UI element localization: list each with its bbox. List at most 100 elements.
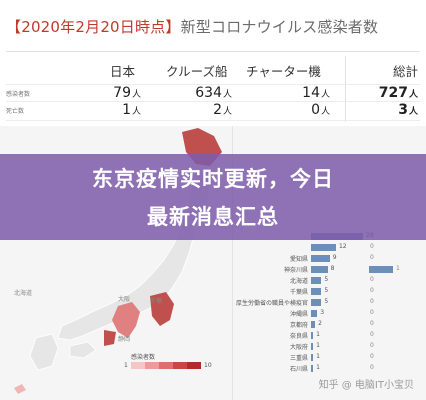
legend-swatch — [187, 362, 201, 369]
row-label-deaths: 死亡数 — [6, 108, 25, 115]
bar — [311, 299, 322, 306]
cell-value: 3 — [398, 102, 408, 118]
cell-japan-cases: 79人 — [113, 85, 141, 101]
cell-japan-deaths: 1人 — [122, 102, 141, 118]
row-line — [6, 120, 420, 121]
bar-label: 三重県 — [289, 355, 308, 362]
watermark: 知乎 @ 电脑IT小宝贝 — [318, 380, 414, 391]
column-header-cruise: クルーズ船 — [166, 64, 228, 79]
cell-value: 727 — [378, 85, 408, 101]
kanto-region — [150, 292, 174, 326]
legend-swatch — [159, 362, 173, 369]
bar-value: 1 — [316, 364, 320, 371]
cell-value: 0 — [311, 102, 320, 118]
bar-value: 8 — [330, 265, 335, 272]
bar-label: 愛知県 — [289, 256, 308, 263]
header: 【2020年2月20日時点】新型コロナウイルス感染者数 — [0, 0, 426, 52]
row-line — [6, 101, 420, 102]
bar-label: 奈良県 — [289, 333, 308, 340]
unit-label: 人 — [222, 90, 232, 100]
cell-value: 14 — [302, 85, 320, 101]
unit-label: 人 — [131, 107, 141, 117]
cell-total-deaths: 3人 — [398, 102, 418, 118]
bar-value: 1 — [316, 342, 320, 349]
bar-secondary-value: 0 — [370, 320, 374, 327]
cell-value: 79 — [113, 85, 131, 101]
kinki-region — [112, 302, 140, 338]
unit-label: 人 — [408, 107, 418, 117]
column-header-japan: 日本 — [110, 64, 136, 79]
kyushu-region — [29, 333, 59, 371]
bar-secondary-value: 0 — [370, 309, 374, 316]
bar-label: 大阪府 — [289, 344, 308, 351]
legend-swatch — [145, 362, 159, 369]
page-title: 【2020年2月20日時点】新型コロナウイルス感染者数 — [6, 16, 378, 37]
row-line — [6, 84, 420, 85]
osaka-region — [104, 330, 116, 346]
map-label-chiba: 千葉 — [150, 298, 163, 305]
bar — [311, 266, 328, 273]
bar — [311, 255, 330, 262]
bar-secondary-value: 0 — [370, 287, 374, 294]
bar-label: 神奈川県 — [283, 267, 308, 274]
cell-total-cases: 727人 — [379, 85, 418, 101]
legend-max: 10 — [204, 362, 212, 369]
unit-label: 人 — [408, 90, 418, 100]
bar-value: 1 — [316, 331, 320, 338]
bar-value: 12 — [338, 243, 347, 250]
unit-label: 人 — [222, 107, 232, 117]
cell-value: 1 — [122, 102, 131, 118]
bar — [311, 332, 314, 339]
bar-secondary-value: 1 — [396, 265, 400, 272]
bar-secondary-value: 0 — [370, 254, 374, 261]
bar — [311, 277, 322, 284]
bar-label: 厚生労働省の職員や検疫官 — [235, 300, 308, 307]
header-rule — [6, 51, 420, 52]
shikoku-region — [69, 341, 97, 359]
panel-divider — [232, 126, 233, 400]
okinawa-region — [14, 384, 26, 394]
bar — [311, 343, 314, 350]
bar-secondary-value: 0 — [370, 353, 374, 360]
cell-cruise-cases: 634人 — [195, 85, 232, 101]
map-label-osaka: 大阪 — [118, 296, 131, 303]
cell-value: 634 — [195, 85, 222, 101]
cell-charter-cases: 14人 — [302, 85, 330, 101]
map-label-shizuoka: 静岡 — [118, 336, 131, 343]
legend-title: 感染者数 — [131, 354, 156, 361]
bar — [311, 365, 314, 372]
bar-value: 5 — [324, 298, 329, 305]
bar — [311, 310, 318, 317]
bar-secondary-value: 0 — [370, 298, 374, 305]
bar-label: 京都府 — [289, 322, 308, 329]
bar-label: 千葉県 — [289, 289, 308, 296]
title-banner — [0, 154, 426, 240]
bar-secondary-value: 0 — [370, 243, 374, 250]
bar — [311, 244, 336, 251]
unit-label: 人 — [320, 90, 330, 100]
bar-label: 北海道 — [289, 278, 308, 285]
title-bracket: 【2020年2月20日時点】 — [6, 18, 181, 36]
row-label-cases: 感染者数 — [6, 91, 31, 98]
bar — [311, 354, 314, 361]
total-divider — [345, 56, 346, 122]
cell-value: 2 — [213, 102, 222, 118]
unit-label: 人 — [320, 107, 330, 117]
unit-label: 人 — [131, 90, 141, 100]
legend-swatch — [173, 362, 187, 369]
stats-table: 日本 クルーズ船 チャーター機 総計 感染者数 79人 634人 14人 727… — [0, 52, 426, 126]
map-label-hokkaido: 北海道 — [14, 290, 33, 297]
bar-value: 1 — [316, 353, 320, 360]
banner-headline-line2: 最新消息汇总 — [147, 205, 279, 229]
bar-value: 9 — [332, 254, 337, 261]
title-main: 新型コロナウイルス感染者数 — [180, 18, 379, 36]
bar-value: 3 — [320, 309, 325, 316]
cell-charter-deaths: 0人 — [311, 102, 330, 118]
bar-value: 5 — [324, 276, 329, 283]
bar — [311, 288, 322, 295]
legend-swatch — [131, 362, 145, 369]
bar-secondary-value: 0 — [370, 342, 374, 349]
legend-min: 1 — [124, 362, 128, 369]
bar-secondary-value: 0 — [370, 331, 374, 338]
cell-cruise-deaths: 2人 — [213, 102, 232, 118]
